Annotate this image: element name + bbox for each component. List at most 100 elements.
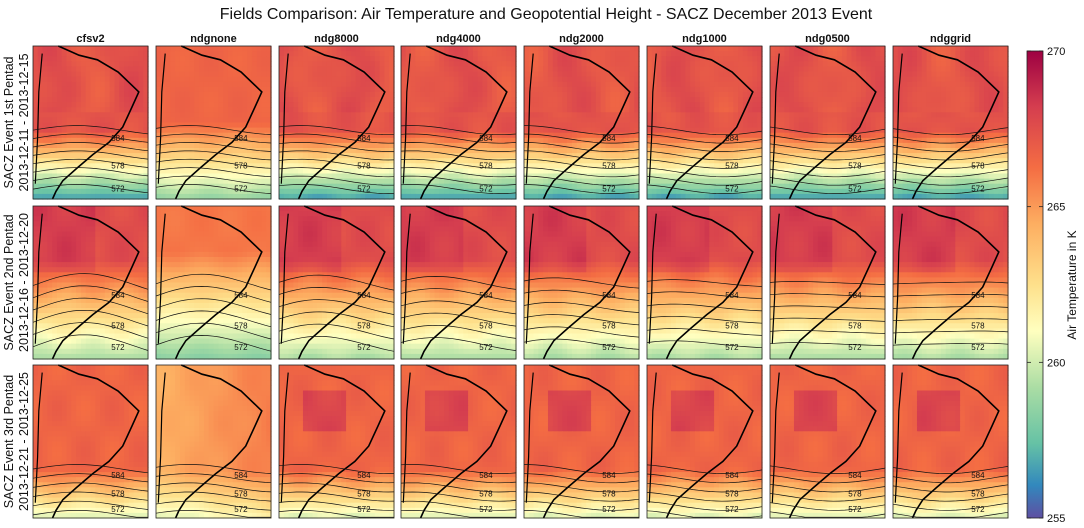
field-cell — [37, 86, 44, 93]
field-cell — [256, 76, 263, 83]
height-contour — [523, 125, 640, 136]
field-cell — [774, 51, 781, 57]
field-cell — [100, 163, 106, 169]
field-cell — [586, 153, 592, 159]
field-cell — [42, 153, 48, 159]
field-cell — [538, 61, 544, 67]
field-cell — [133, 178, 140, 185]
field-cell — [37, 193, 44, 200]
field-cell — [615, 127, 621, 134]
field-cell — [143, 158, 149, 164]
field-cell — [109, 132, 116, 139]
field-cell — [856, 46, 862, 52]
field-cell — [779, 117, 785, 124]
field-cell — [827, 117, 833, 124]
field-cell — [355, 117, 362, 124]
field-cell — [557, 56, 563, 62]
field-cell — [288, 56, 294, 62]
field-cell — [567, 193, 573, 200]
field-cell — [384, 188, 390, 195]
field-cell — [326, 178, 333, 185]
field-cell — [837, 112, 843, 118]
field-cell — [685, 112, 691, 118]
field-cell — [374, 107, 381, 113]
field-cell — [779, 148, 785, 154]
field-cell — [109, 127, 116, 134]
height-contour — [400, 125, 517, 136]
field-cell — [71, 76, 77, 83]
field-cell — [861, 102, 867, 108]
field-cell — [841, 107, 848, 113]
field-cell — [138, 142, 144, 149]
field-cell — [410, 117, 416, 124]
field-cell — [675, 188, 682, 195]
field-cell — [179, 132, 186, 139]
field-cell — [128, 107, 135, 113]
field-cell — [223, 137, 229, 144]
field-cell — [547, 91, 554, 98]
field-cell — [685, 122, 691, 129]
field-cell — [114, 117, 120, 124]
field-cell — [52, 112, 58, 118]
field-cell — [384, 178, 390, 185]
field-cell — [360, 142, 366, 149]
field-cell — [733, 91, 739, 98]
field-cell — [170, 183, 176, 190]
field-cell — [477, 112, 484, 118]
field-cell — [302, 153, 309, 159]
field-cell — [552, 117, 559, 124]
field-cell — [331, 117, 338, 124]
field-cell — [227, 56, 234, 62]
field-cell — [547, 81, 554, 88]
field-cell — [600, 97, 607, 103]
field-cell — [487, 117, 493, 124]
field-cell — [803, 122, 809, 129]
field-cell — [714, 117, 720, 124]
field-cell — [562, 122, 568, 129]
field-cell — [595, 122, 602, 129]
field-cell — [524, 66, 530, 73]
field-cell — [690, 122, 696, 129]
field-cell — [104, 51, 111, 57]
field-cell — [208, 168, 215, 175]
field-cell — [370, 158, 376, 164]
field-cell — [355, 112, 362, 118]
field-cell — [213, 61, 219, 67]
field-cell — [723, 91, 730, 98]
field-cell — [458, 76, 464, 83]
field-cell — [793, 51, 800, 57]
field-cell — [247, 61, 253, 67]
field-cell — [581, 132, 587, 139]
field-cell — [694, 86, 701, 93]
field-cell — [458, 51, 464, 57]
field-cell — [747, 107, 754, 113]
field-cell — [350, 132, 357, 139]
field-cell — [798, 61, 805, 67]
field-cell — [384, 56, 390, 62]
field-cell — [42, 173, 48, 180]
field-cell — [331, 153, 338, 159]
field-cell — [424, 46, 431, 52]
coastline — [174, 45, 263, 200]
field-cell — [119, 71, 125, 78]
field-cell — [251, 158, 258, 164]
field-cell — [728, 132, 734, 139]
field-cell — [747, 158, 754, 164]
field-cell — [865, 132, 872, 139]
field-cell — [242, 158, 248, 164]
field-cell — [870, 107, 877, 113]
field-cell — [179, 86, 186, 93]
field-cell — [605, 127, 611, 134]
field-cell — [528, 168, 535, 175]
field-cell — [822, 71, 829, 78]
field-cell — [605, 76, 611, 83]
field-cell — [283, 122, 290, 129]
field-cell — [841, 66, 848, 73]
field-cell — [66, 71, 72, 78]
field-cell — [837, 81, 843, 88]
field-cell — [837, 148, 843, 154]
field-cell — [619, 158, 626, 164]
field-cell — [434, 112, 440, 118]
field-cell — [90, 117, 96, 124]
field-cell — [685, 132, 691, 139]
